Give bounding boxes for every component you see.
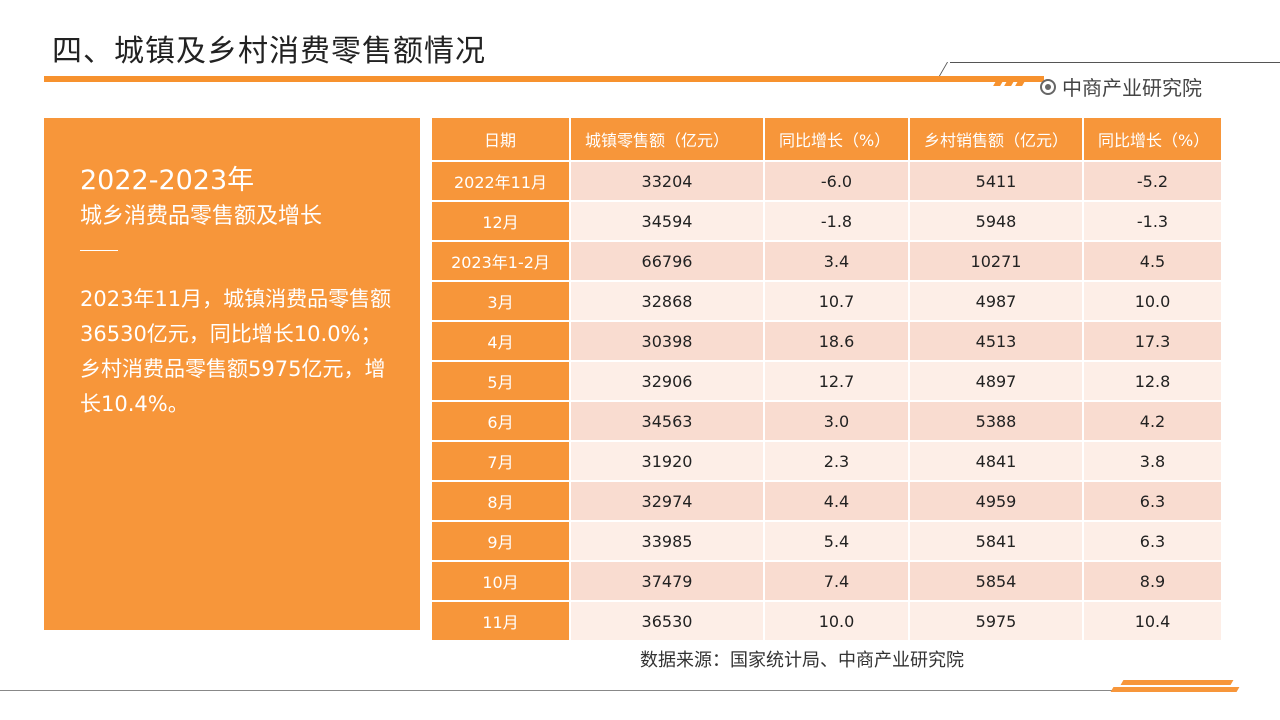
cell-urban-growth: 18.6 <box>763 320 909 361</box>
cell-rural-sales: 5411 <box>908 160 1083 201</box>
cell-rural-sales: 4897 <box>908 360 1083 401</box>
cell-rural-sales: 5948 <box>908 200 1083 241</box>
cell-urban-sales: 32974 <box>569 480 764 521</box>
cell-urban-sales: 32906 <box>569 360 764 401</box>
cell-date: 6月 <box>432 400 570 441</box>
cell-rural-growth: 6.3 <box>1082 520 1221 561</box>
cell-urban-sales: 34563 <box>569 400 764 441</box>
cell-rural-growth: 4.2 <box>1082 400 1221 441</box>
cell-rural-growth: 10.0 <box>1082 280 1221 321</box>
data-table: 日期 城镇零售额（亿元） 同比增长（%） 乡村销售额（亿元） 同比增长（%） 2… <box>432 118 1221 640</box>
cell-urban-sales: 32868 <box>569 280 764 321</box>
cell-rural-sales: 4513 <box>908 320 1083 361</box>
summary-year-range: 2022-2023年 <box>80 165 255 196</box>
cell-rural-growth: 8.9 <box>1082 560 1221 601</box>
cell-rural-sales: 4841 <box>908 440 1083 481</box>
header-urban-growth: 同比增长（%） <box>763 118 909 161</box>
cell-rural-sales: 4959 <box>908 480 1083 521</box>
table-row: 3月 32868 10.7 4987 10.0 <box>432 280 1221 321</box>
summary-panel: 2022-2023年 城乡消费品零售额及增长 2023年11月，城镇消费品零售额… <box>44 118 420 630</box>
table-row: 4月 30398 18.6 4513 17.3 <box>432 320 1221 361</box>
header-stripes-decoration <box>993 76 1030 88</box>
table-row: 5月 32906 12.7 4897 12.8 <box>432 360 1221 401</box>
cell-date: 11月 <box>432 600 570 640</box>
cell-urban-sales: 66796 <box>569 240 764 281</box>
cell-date: 8月 <box>432 480 570 521</box>
header-rural-growth: 同比增长（%） <box>1082 118 1221 161</box>
cell-date: 5月 <box>432 360 570 401</box>
cell-urban-growth: 5.4 <box>763 520 909 561</box>
cell-rural-growth: 3.8 <box>1082 440 1221 481</box>
cell-date: 2023年1-2月 <box>432 240 570 281</box>
cell-urban-sales: 33985 <box>569 520 764 561</box>
brand-logo: 中商产业研究院 <box>1040 72 1202 101</box>
cell-rural-sales: 4987 <box>908 280 1083 321</box>
table-row: 12月 34594 -1.8 5948 -1.3 <box>432 200 1221 241</box>
cell-date: 4月 <box>432 320 570 361</box>
table-row: 10月 37479 7.4 5854 8.9 <box>432 560 1221 601</box>
table-header-row: 日期 城镇零售额（亿元） 同比增长（%） 乡村销售额（亿元） 同比增长（%） <box>432 118 1221 161</box>
header-urban-sales: 城镇零售额（亿元） <box>569 118 764 161</box>
cell-rural-growth: -1.3 <box>1082 200 1221 241</box>
footer-stripes-decoration <box>1110 680 1252 696</box>
cell-date: 10月 <box>432 560 570 601</box>
cell-rural-growth: 4.5 <box>1082 240 1221 281</box>
cell-rural-growth: 6.3 <box>1082 480 1221 521</box>
cell-urban-growth: 4.4 <box>763 480 909 521</box>
cell-date: 9月 <box>432 520 570 561</box>
cell-urban-growth: 10.0 <box>763 600 909 640</box>
cell-date: 12月 <box>432 200 570 241</box>
summary-body-text: 2023年11月，城镇消费品零售额36530亿元，同比增长10.0%；乡村消费品… <box>80 287 392 416</box>
table-row: 7月 31920 2.3 4841 3.8 <box>432 440 1221 481</box>
summary-divider <box>80 250 118 251</box>
cell-date: 7月 <box>432 440 570 481</box>
table-row: 6月 34563 3.0 5388 4.2 <box>432 400 1221 441</box>
cell-rural-growth: -5.2 <box>1082 160 1221 201</box>
circle-dot-icon <box>1040 78 1056 95</box>
cell-urban-growth: 12.7 <box>763 360 909 401</box>
header-rural-sales: 乡村销售额（亿元） <box>908 118 1083 161</box>
cell-urban-growth: 3.4 <box>763 240 909 281</box>
cell-rural-growth: 10.4 <box>1082 600 1221 640</box>
cell-urban-sales: 36530 <box>569 600 764 640</box>
cell-rural-sales: 5841 <box>908 520 1083 561</box>
table-row: 11月 36530 10.0 5975 10.4 <box>432 600 1221 640</box>
cell-rural-sales: 5975 <box>908 600 1083 640</box>
cell-urban-growth: 2.3 <box>763 440 909 481</box>
cell-rural-growth: 12.8 <box>1082 360 1221 401</box>
cell-rural-sales: 10271 <box>908 240 1083 281</box>
header-divider <box>950 62 1280 63</box>
cell-urban-growth: 7.4 <box>763 560 909 601</box>
summary-subtitle: 城乡消费品零售额及增长 <box>80 204 323 229</box>
cell-urban-sales: 33204 <box>569 160 764 201</box>
cell-urban-sales: 34594 <box>569 200 764 241</box>
header-slant-line <box>938 62 949 76</box>
cell-urban-growth: -1.8 <box>763 200 909 241</box>
cell-date: 3月 <box>432 280 570 321</box>
cell-rural-sales: 5854 <box>908 560 1083 601</box>
cell-date: 2022年11月 <box>432 160 570 201</box>
cell-urban-sales: 31920 <box>569 440 764 481</box>
cell-urban-sales: 30398 <box>569 320 764 361</box>
footer-divider <box>0 690 1120 691</box>
table-row: 9月 33985 5.4 5841 6.3 <box>432 520 1221 561</box>
data-source-note: 数据来源：国家统计局、中商产业研究院 <box>640 650 964 671</box>
cell-rural-growth: 17.3 <box>1082 320 1221 361</box>
title-accent-bar <box>44 76 1044 82</box>
brand-name: 中商产业研究院 <box>1062 76 1202 100</box>
header-date: 日期 <box>432 118 570 161</box>
table-row: 8月 32974 4.4 4959 6.3 <box>432 480 1221 521</box>
table-row: 2022年11月 33204 -6.0 5411 -5.2 <box>432 160 1221 201</box>
page-title: 四、城镇及乡村消费零售额情况 <box>52 34 486 69</box>
cell-urban-growth: 10.7 <box>763 280 909 321</box>
cell-urban-growth: 3.0 <box>763 400 909 441</box>
cell-urban-sales: 37479 <box>569 560 764 601</box>
cell-rural-sales: 5388 <box>908 400 1083 441</box>
data-table-container: 日期 城镇零售额（亿元） 同比增长（%） 乡村销售额（亿元） 同比增长（%） 2… <box>432 118 1221 640</box>
cell-urban-growth: -6.0 <box>763 160 909 201</box>
table-row: 2023年1-2月 66796 3.4 10271 4.5 <box>432 240 1221 281</box>
